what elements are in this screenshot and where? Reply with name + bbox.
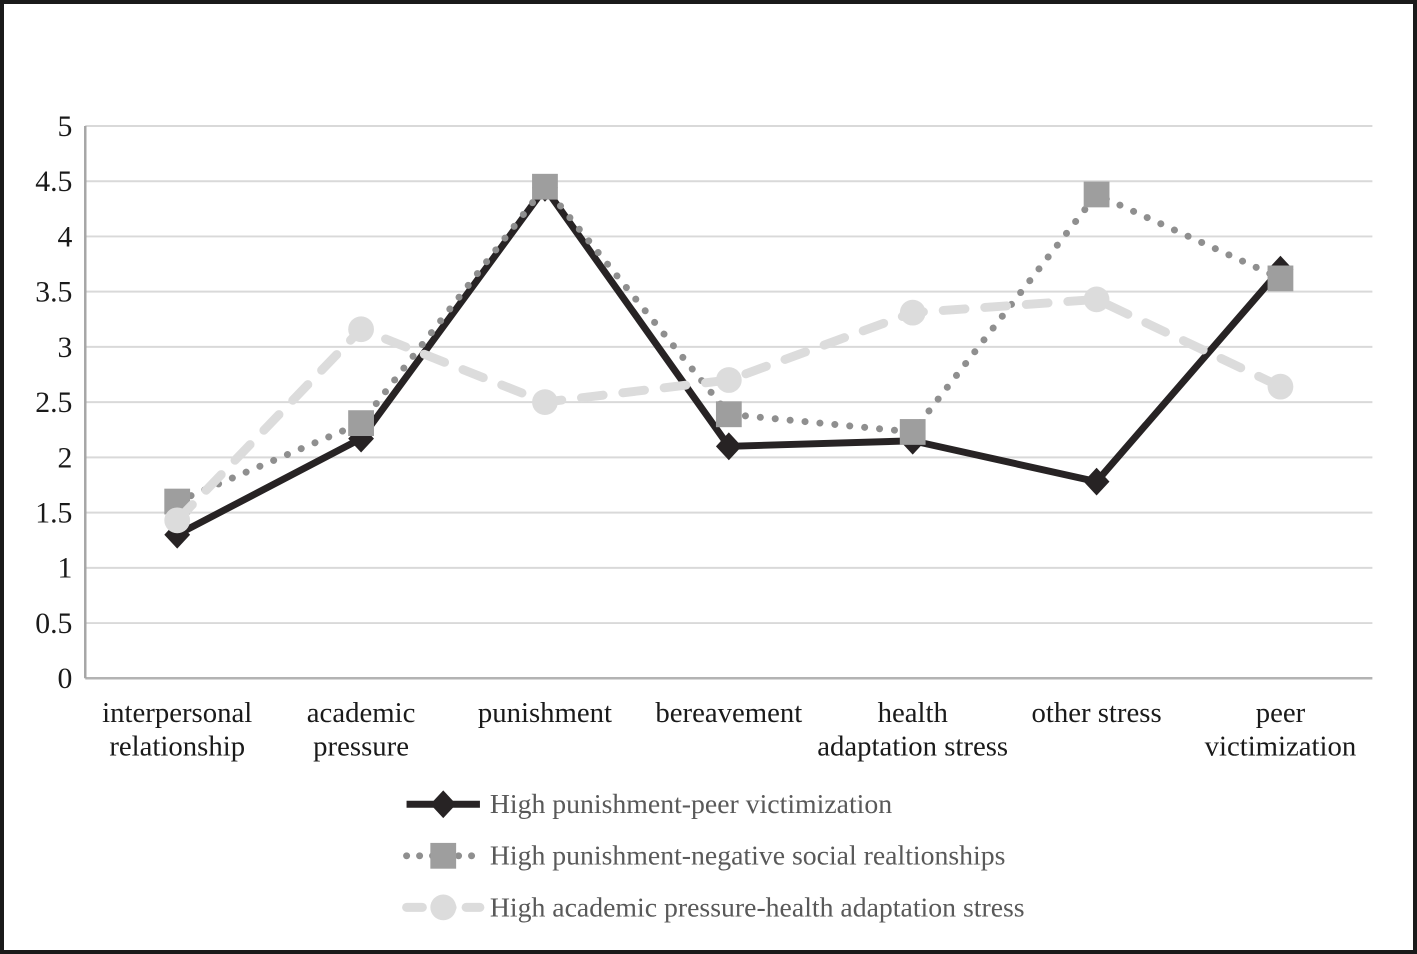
y-tick-label: 1.5 bbox=[35, 497, 72, 530]
square-marker-icon bbox=[899, 419, 926, 445]
x-category-label: bereavement bbox=[655, 697, 802, 729]
x-category-label: punishment bbox=[478, 697, 612, 729]
series-line-1 bbox=[175, 181, 1284, 538]
x-category-label: other stress bbox=[1031, 697, 1161, 729]
legend-label: High punishment-peer victimization bbox=[490, 789, 892, 820]
y-tick-label: 4 bbox=[58, 220, 73, 253]
circle-marker-icon bbox=[715, 367, 742, 393]
circle-marker-icon bbox=[430, 894, 457, 921]
legend-label: High punishment-negative social realtion… bbox=[490, 841, 1006, 872]
square-marker-icon bbox=[348, 410, 374, 437]
y-tick-label: 4.5 bbox=[35, 165, 72, 198]
circle-marker-icon bbox=[1267, 373, 1294, 400]
circle-marker-icon bbox=[899, 299, 926, 326]
circle-marker-icon bbox=[1083, 286, 1110, 313]
y-tick-label: 5 bbox=[58, 110, 73, 143]
x-category-label: health bbox=[878, 697, 948, 729]
square-marker-icon bbox=[430, 842, 457, 869]
circle-marker-icon bbox=[532, 389, 558, 416]
legend-label: High academic pressure-health adaptation… bbox=[490, 892, 1025, 923]
x-category-label: victimization bbox=[1205, 731, 1357, 763]
x-category-label: interpersonal bbox=[102, 697, 252, 729]
line-chart: 0 0.5 1 1.5 2 2.5 3 3.5 4 4.5 5 interpersonalrelati… bbox=[35, 110, 1373, 923]
square-marker-icon bbox=[532, 173, 558, 200]
circle-marker-icon bbox=[348, 316, 374, 343]
x-category-label: peer bbox=[1256, 697, 1306, 729]
x-category-label: academic bbox=[307, 697, 416, 729]
x-category-label: pressure bbox=[313, 731, 409, 763]
square-marker-icon bbox=[1083, 181, 1110, 208]
x-category-label: relationship bbox=[109, 731, 245, 763]
y-tick-label: 0.5 bbox=[35, 607, 72, 640]
y-tick-label: 1 bbox=[58, 552, 73, 585]
y-tick-label: 3 bbox=[58, 331, 73, 364]
diamond-marker-icon bbox=[430, 790, 457, 819]
y-tick-label: 2.5 bbox=[35, 386, 72, 419]
y-tick-label: 0 bbox=[58, 662, 73, 695]
y-tick-label: 3.5 bbox=[35, 276, 72, 309]
square-marker-icon bbox=[715, 401, 742, 428]
square-marker-icon bbox=[1267, 265, 1294, 292]
diamond-marker-icon bbox=[715, 432, 742, 461]
x-category-label: adaptation stress bbox=[817, 731, 1008, 763]
circle-marker-icon bbox=[164, 507, 191, 534]
y-tick-label: 2 bbox=[58, 441, 73, 474]
diamond-marker-icon bbox=[1083, 467, 1110, 496]
